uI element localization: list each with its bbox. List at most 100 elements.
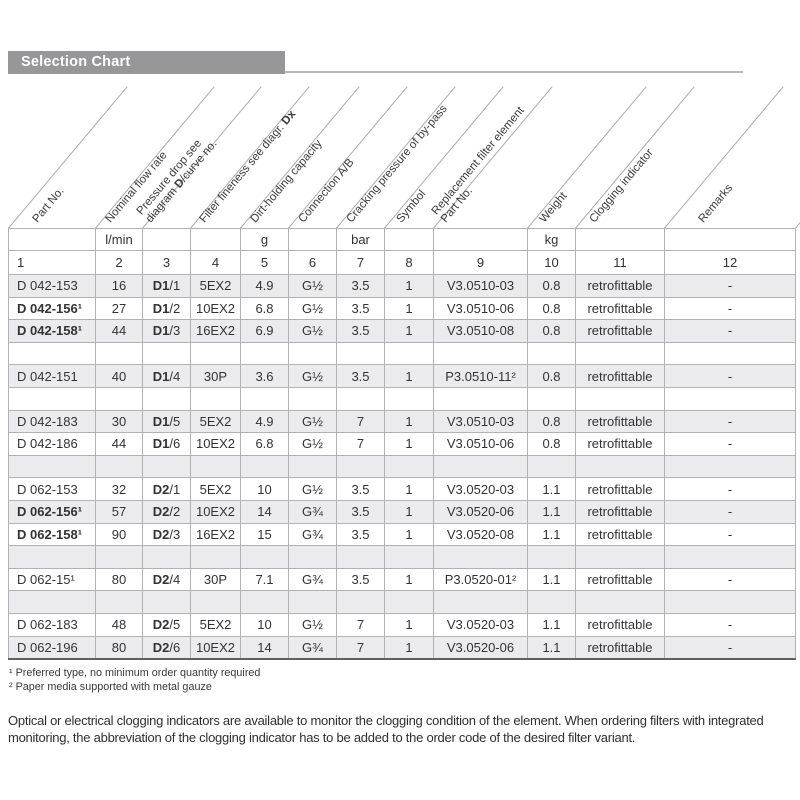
column-header-text: Part No. — [30, 184, 67, 225]
table-row: D 062-15¹ 80 D2/4 30P 7.1 G¾ 3.5 1 P3.0520-01² 1.… — [8, 567, 796, 592]
cell-connection: G½ — [288, 477, 337, 501]
cell-clogging-indicator: retrofittable — [575, 409, 665, 434]
cell-weight: 1.1 — [527, 522, 576, 547]
spacer-row — [8, 386, 796, 411]
cell-nominal-flow-rate: 40 — [95, 364, 143, 388]
cell-replacement-element: P3.0510-11² — [433, 364, 528, 388]
cell-remarks: - — [664, 432, 796, 456]
cell-replacement-element: V3.0510-08 — [433, 319, 528, 343]
table-row: D 062-196 80 D2/6 10EX2 14 G¾ 7 1 V3.0520-06 1.1 r… — [8, 635, 796, 660]
cell-symbol: 8 — [384, 250, 434, 275]
cell-connection: G½ — [288, 364, 337, 388]
cell-part-no — [8, 341, 96, 366]
cell-weight: kg — [527, 228, 576, 251]
cell-replacement-element: V3.0510-06 — [433, 432, 528, 456]
spacer-row — [8, 545, 796, 569]
cell-connection: G½ — [288, 296, 337, 321]
column-header-remarks: Remarks — [696, 182, 735, 225]
cell-weight — [527, 545, 576, 569]
cell-cracking-pressure: 3.5 — [336, 567, 385, 592]
table-row: D 042-186 44 D1/6 10EX2 6.8 G½ 7 1 V3.0510-06 0.8… — [8, 432, 796, 456]
table-row: D 042-156¹ 27 D1/2 10EX2 6.8 G½ 3.5 1 V3.0510-06… — [8, 296, 796, 321]
cell-weight: 0.8 — [527, 432, 576, 456]
cell-clogging-indicator: retrofittable — [575, 499, 665, 524]
cell-filter-fineness: 5EX2 — [190, 274, 241, 298]
cell-part-no — [8, 454, 96, 479]
cell-filter-fineness: 4 — [190, 250, 241, 275]
cell-pressure-drop — [142, 454, 191, 479]
cell-connection: G¾ — [288, 567, 337, 592]
cell-pressure-drop — [142, 590, 191, 614]
cell-dirt-holding-capacity: 4.9 — [240, 274, 289, 298]
cell-symbol: 1 — [384, 432, 434, 456]
cell-connection: G½ — [288, 612, 337, 637]
spacer-row — [8, 341, 796, 366]
cell-pressure-drop: D2/5 — [142, 612, 191, 637]
cell-nominal-flow-rate — [95, 386, 143, 411]
cell-weight: 1.1 — [527, 567, 576, 592]
cell-clogging-indicator — [575, 341, 665, 366]
cell-remarks — [664, 386, 796, 411]
units-row: l/min g bar kg — [8, 228, 796, 251]
cell-pressure-drop — [142, 386, 191, 411]
cell-dirt-holding-capacity: 10 — [240, 477, 289, 501]
cell-cracking-pressure — [336, 386, 385, 411]
cell-nominal-flow-rate: 80 — [95, 635, 143, 660]
cell-cracking-pressure: 3.5 — [336, 522, 385, 547]
cell-connection: G¾ — [288, 522, 337, 547]
table-row: D 062-156¹ 57 D2/2 10EX2 14 G¾ 3.5 1 V3.0520-06 1… — [8, 499, 796, 524]
cell-cracking-pressure: 3.5 — [336, 499, 385, 524]
cell-part-no: D 042-183 — [8, 409, 96, 434]
cell-replacement-element — [433, 228, 528, 251]
cell-cracking-pressure: 7 — [336, 612, 385, 637]
selection-table: l/min g bar kg 1 2 3 4 5 6 7 8 9 10 11 12 D 042-153 16 D1/… — [8, 228, 796, 661]
cell-replacement-element: V3.0510-03 — [433, 409, 528, 434]
cell-remarks: - — [664, 612, 796, 637]
section-title: Selection Chart — [21, 54, 131, 70]
footnote-1: ¹ Preferred type, no minimum order quant… — [9, 667, 261, 679]
cell-remarks — [664, 341, 796, 366]
section-header-rule — [285, 71, 743, 73]
cell-dirt-holding-capacity: 3.6 — [240, 364, 289, 388]
cell-cracking-pressure: 7 — [336, 409, 385, 434]
cell-cracking-pressure: 7 — [336, 635, 385, 660]
cell-remarks: - — [664, 319, 796, 343]
cell-symbol: 1 — [384, 499, 434, 524]
cell-filter-fineness — [190, 545, 241, 569]
cell-nominal-flow-rate: l/min — [95, 228, 143, 251]
cell-nominal-flow-rate: 48 — [95, 612, 143, 637]
cell-filter-fineness: 10EX2 — [190, 296, 241, 321]
cell-cracking-pressure: 3.5 — [336, 296, 385, 321]
cell-clogging-indicator: retrofittable — [575, 432, 665, 456]
cell-remarks — [664, 454, 796, 479]
table-row: D 042-158¹ 44 D1/3 16EX2 6.9 G½ 3.5 1 V3.0510-08… — [8, 319, 796, 343]
cell-connection: G¾ — [288, 635, 337, 660]
cell-cracking-pressure — [336, 454, 385, 479]
cell-dirt-holding-capacity: 6.8 — [240, 296, 289, 321]
cell-pressure-drop — [142, 545, 191, 569]
cell-part-no: D 062-15¹ — [8, 567, 96, 592]
cell-symbol — [384, 545, 434, 569]
cell-weight: 0.8 — [527, 274, 576, 298]
cell-filter-fineness: 5EX2 — [190, 477, 241, 501]
cell-replacement-element — [433, 590, 528, 614]
cell-filter-fineness: 16EX2 — [190, 522, 241, 547]
cell-replacement-element — [433, 386, 528, 411]
cell-pressure-drop: D2/4 — [142, 567, 191, 592]
cell-symbol: 1 — [384, 364, 434, 388]
cell-weight — [527, 590, 576, 614]
cell-remarks: - — [664, 635, 796, 660]
cell-connection — [288, 386, 337, 411]
cell-filter-fineness: 10EX2 — [190, 635, 241, 660]
column-header-text: Symbol — [394, 187, 429, 225]
cell-weight: 10 — [527, 250, 576, 275]
cell-remarks: - — [664, 567, 796, 592]
cell-clogging-indicator: retrofittable — [575, 612, 665, 637]
table-row: D 042-153 16 D1/1 5EX2 4.9 G½ 3.5 1 V3.0510-03 0.… — [8, 274, 796, 298]
cell-weight — [527, 341, 576, 366]
cell-cracking-pressure — [336, 341, 385, 366]
cell-clogging-indicator — [575, 454, 665, 479]
cell-dirt-holding-capacity: 5 — [240, 250, 289, 275]
cell-replacement-element: V3.0520-03 — [433, 612, 528, 637]
cell-dirt-holding-capacity: 7.1 — [240, 567, 289, 592]
